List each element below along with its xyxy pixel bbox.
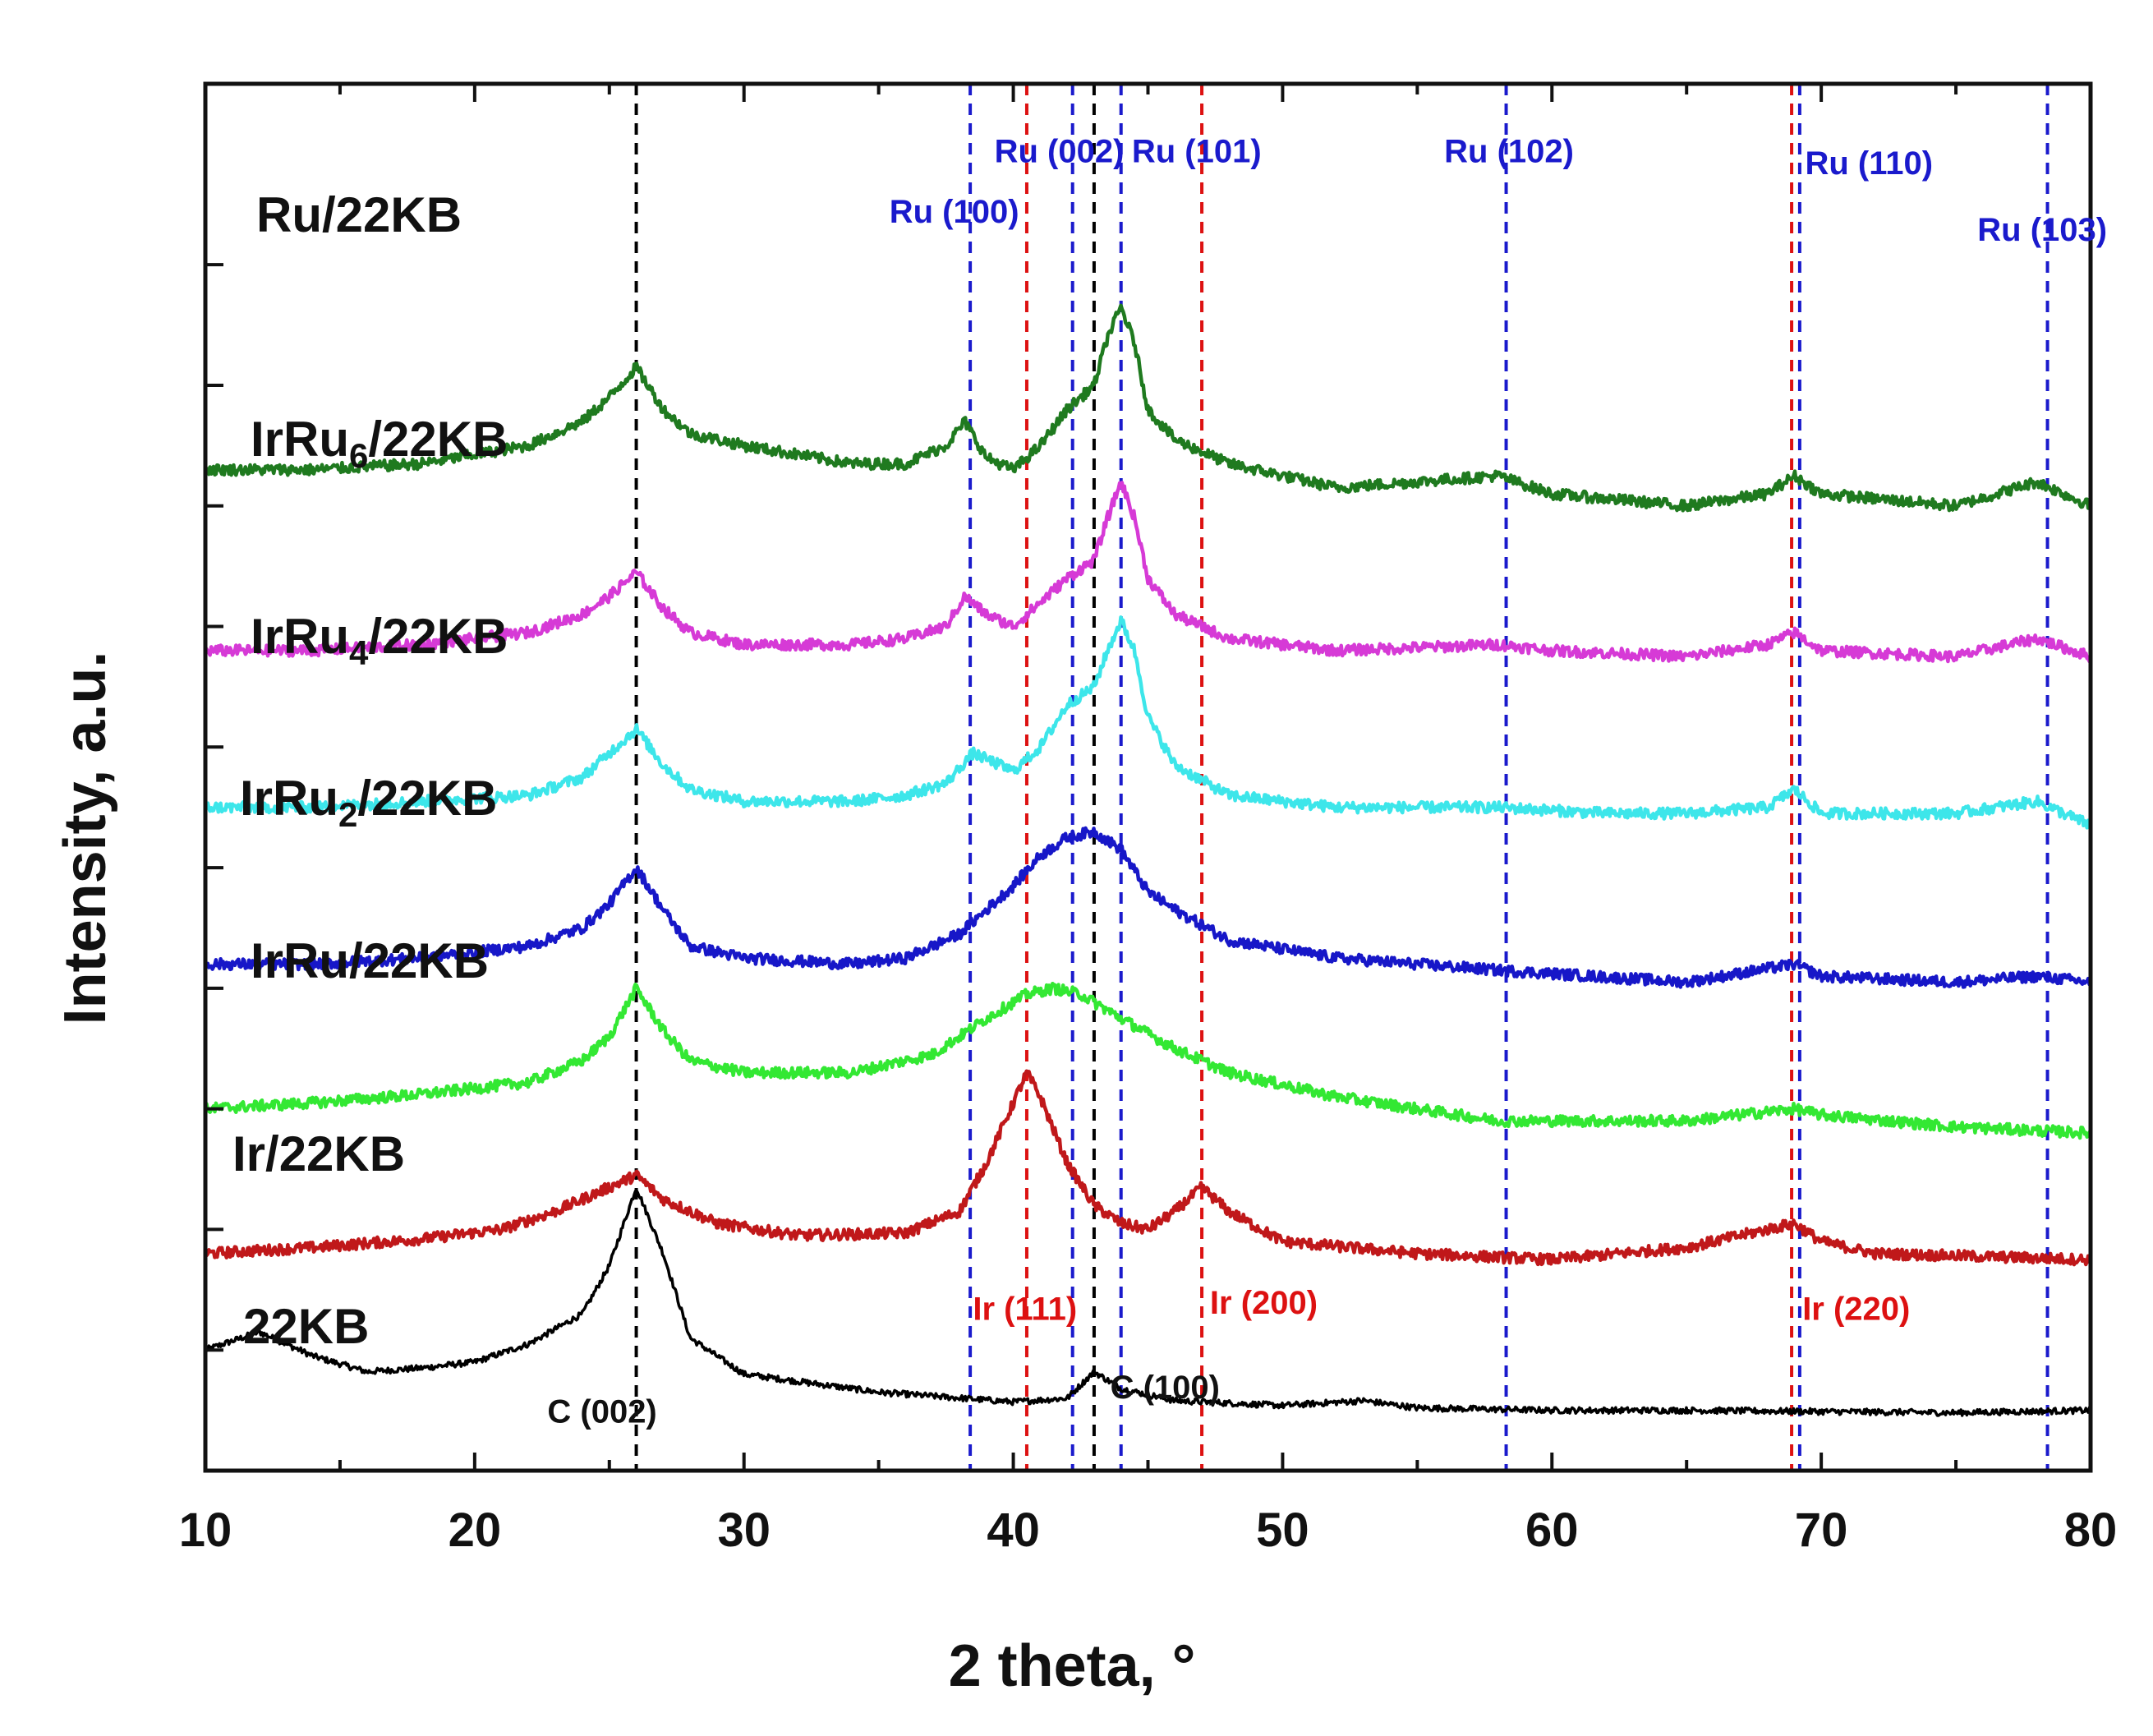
series-label-irru4-22kb: IrRu4/22KB [251, 609, 508, 672]
peak-label-ru-103: Ru (103) [1977, 212, 2107, 248]
x-tick-label: 20 [449, 1503, 502, 1557]
peak-label-ru-110: Ru (110) [1805, 145, 1933, 182]
peak-label-ir-111: Ir (111) [973, 1292, 1077, 1328]
peak-annotations: Ru (100) Ru (002) Ru (101) Ru (102) Ru (110)… [547, 133, 2107, 1430]
series-label-ru-22kb: Ru/22KB [256, 187, 462, 242]
peak-label-ru-102: Ru (102) [1444, 133, 1574, 169]
series-line-irru6-22kb [204, 481, 2093, 664]
series-line-ru-22kb [203, 303, 2092, 513]
series-label-irru-22kb: IrRu/22KB [251, 933, 489, 988]
x-tick-label: 30 [717, 1503, 771, 1557]
x-axis-title: 2 theta, ° [949, 1633, 1196, 1699]
y-axis-title: Intensity, a.u. [53, 652, 118, 1025]
peak-label-ru-002: Ru (002) [995, 133, 1125, 169]
x-tick-label: 40 [987, 1503, 1040, 1557]
peak-label-ir-220: Ir (220) [1802, 1292, 1910, 1328]
reference-lines [634, 84, 2049, 1471]
x-tick-label: 50 [1256, 1503, 1309, 1557]
peak-label-ir-200: Ir (200) [1210, 1285, 1318, 1321]
x-tick-label: 80 [2064, 1503, 2118, 1557]
series-label-ir-22kb: Ir/22KB [232, 1126, 405, 1181]
series-layer [203, 303, 2093, 1417]
peak-label-c-100: C (100) [1111, 1370, 1220, 1406]
series-label-22kb: 22KB [243, 1299, 369, 1354]
x-tick-label: 60 [1525, 1503, 1579, 1557]
peak-label-c-002: C (002) [547, 1393, 656, 1430]
series-label-irru2-22kb: IrRu2/22KB [240, 771, 497, 834]
series-line-ir-22kb [204, 1069, 2093, 1267]
peak-label-ru-100: Ru (100) [890, 194, 1019, 230]
series-line-irru2-22kb [204, 826, 2093, 989]
series-line-irru-22kb [203, 981, 2092, 1140]
series-line-22kb [204, 1189, 2092, 1417]
series-line-irru4-22kb [205, 615, 2093, 830]
series-labels: 22KB Ir/22KB IrRu/22KB IrRu2/22KB IrRu4/22KB… [232, 187, 508, 1354]
x-tick-label: 10 [179, 1503, 232, 1557]
peak-label-ru-101: Ru (101) [1132, 133, 1262, 169]
x-tick-label: 70 [1795, 1503, 1848, 1557]
axis-ticks: 10 20 30 40 50 60 70 80 [179, 84, 2118, 1557]
series-label-irru6-22kb: IrRu6/22KB [251, 412, 508, 475]
